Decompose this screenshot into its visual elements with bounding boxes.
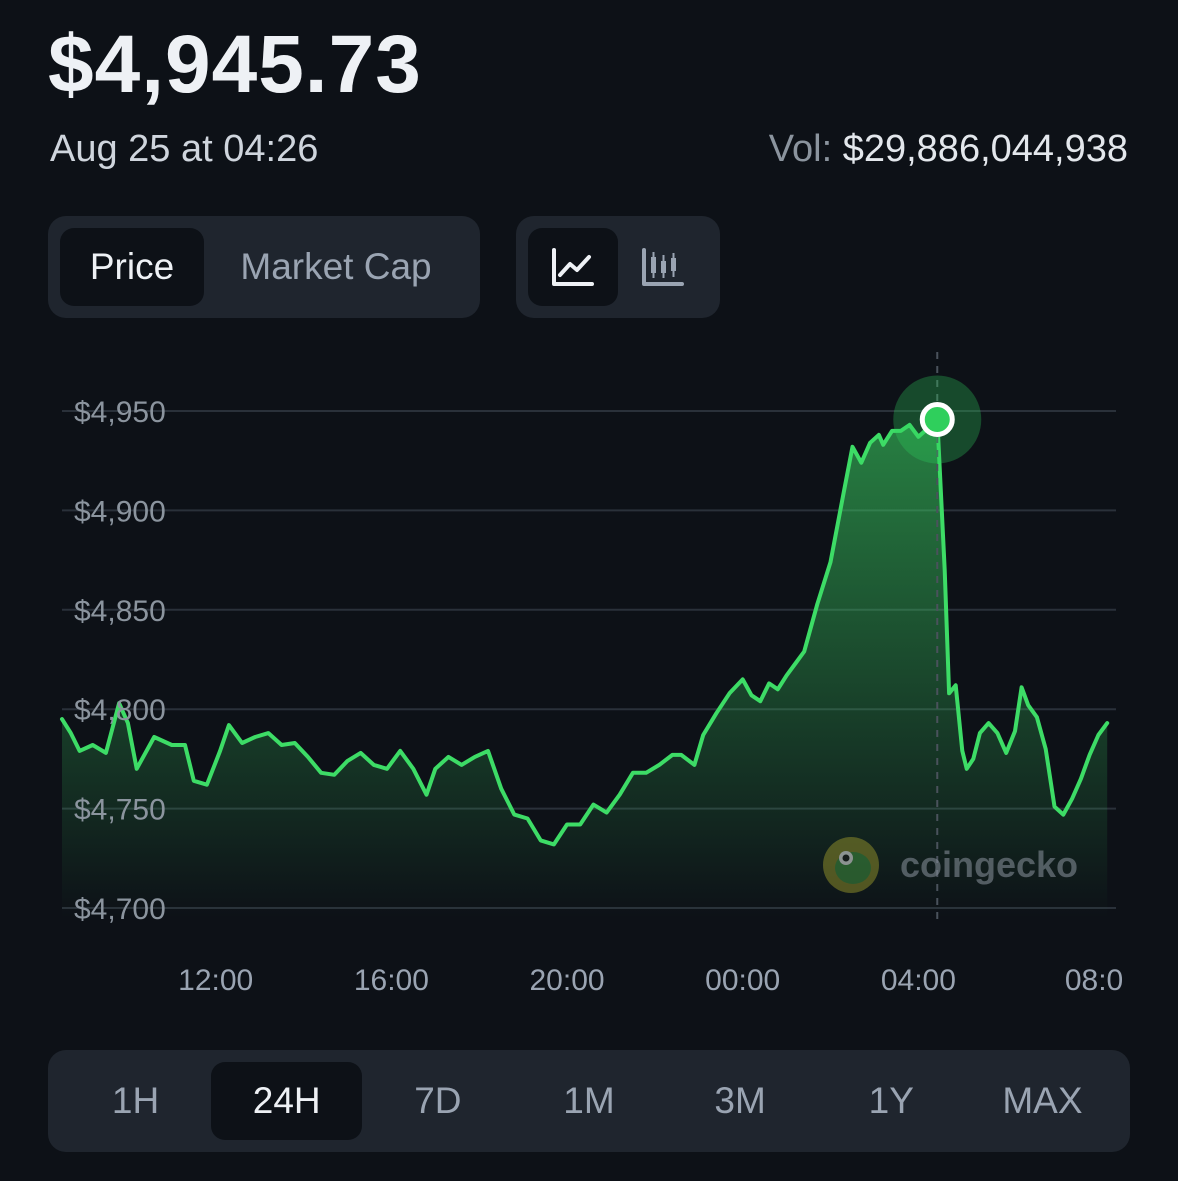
x-tick-label: 08:0 — [1065, 964, 1123, 997]
chart-type-toggle — [516, 216, 720, 318]
price-area-fill — [62, 419, 1108, 918]
metric-toggle: Price Market Cap — [48, 216, 480, 318]
volume-value: $29,886,044,938 — [842, 128, 1128, 170]
hover-marker-point — [919, 401, 955, 437]
range-3m-button[interactable]: 3M — [714, 1080, 766, 1121]
range-1h-button[interactable]: 1H — [111, 1080, 160, 1121]
watermark-text: coingecko — [900, 844, 1079, 885]
market-cap-tab[interactable]: Market Cap — [240, 246, 432, 287]
price-tab[interactable]: Price — [60, 228, 204, 306]
y-tick-label: $4,800 — [74, 694, 166, 727]
line-chart-icon — [552, 248, 594, 286]
volume-label: Vol: — [768, 128, 833, 170]
current-price: $4,945.73 — [48, 19, 422, 110]
volume-readout: Vol: $29,886,044,938 — [769, 128, 1128, 171]
price-line — [60, 417, 1110, 847]
x-tick-label: 16:00 — [354, 964, 429, 997]
price-chart[interactable]: $4,950 $4,900 $4,850 $4,800 $4,750 $4,700 12:… — [0, 340, 1178, 1020]
candlestick-chart-button[interactable] — [618, 228, 708, 306]
range-max-button[interactable]: MAX — [1002, 1080, 1083, 1121]
price-chart-svg: $4,950 $4,900 $4,850 $4,800 $4,750 $4,700 12:… — [60, 352, 1123, 997]
y-tick-label: $4,700 — [74, 893, 166, 926]
y-tick-label: $4,850 — [74, 595, 166, 628]
price-timestamp: Aug 25 at 04:26 — [50, 128, 319, 170]
range-7d-button[interactable]: 7D — [414, 1080, 462, 1121]
x-tick-label: 20:00 — [530, 964, 605, 997]
y-tick-label: $4,900 — [74, 495, 166, 528]
line-chart-button[interactable] — [528, 228, 618, 306]
coingecko-watermark: coingecko — [822, 836, 1078, 894]
y-tick-label: $4,750 — [74, 794, 166, 827]
x-tick-label: 12:00 — [178, 964, 253, 997]
range-24h-button[interactable]: 24H — [211, 1062, 363, 1140]
candlestick-icon — [642, 248, 684, 286]
range-1m-button[interactable]: 1M — [563, 1080, 615, 1121]
x-tick-label: 00:00 — [705, 964, 780, 997]
y-tick-label: $4,950 — [74, 396, 166, 429]
x-tick-label: 04:00 — [881, 964, 956, 997]
range-1y-button[interactable]: 1Y — [868, 1080, 914, 1121]
time-range-selector: 1H 24H 7D 1M 3M 1Y MAX — [48, 1050, 1130, 1152]
coingecko-gecko-icon — [823, 837, 879, 893]
